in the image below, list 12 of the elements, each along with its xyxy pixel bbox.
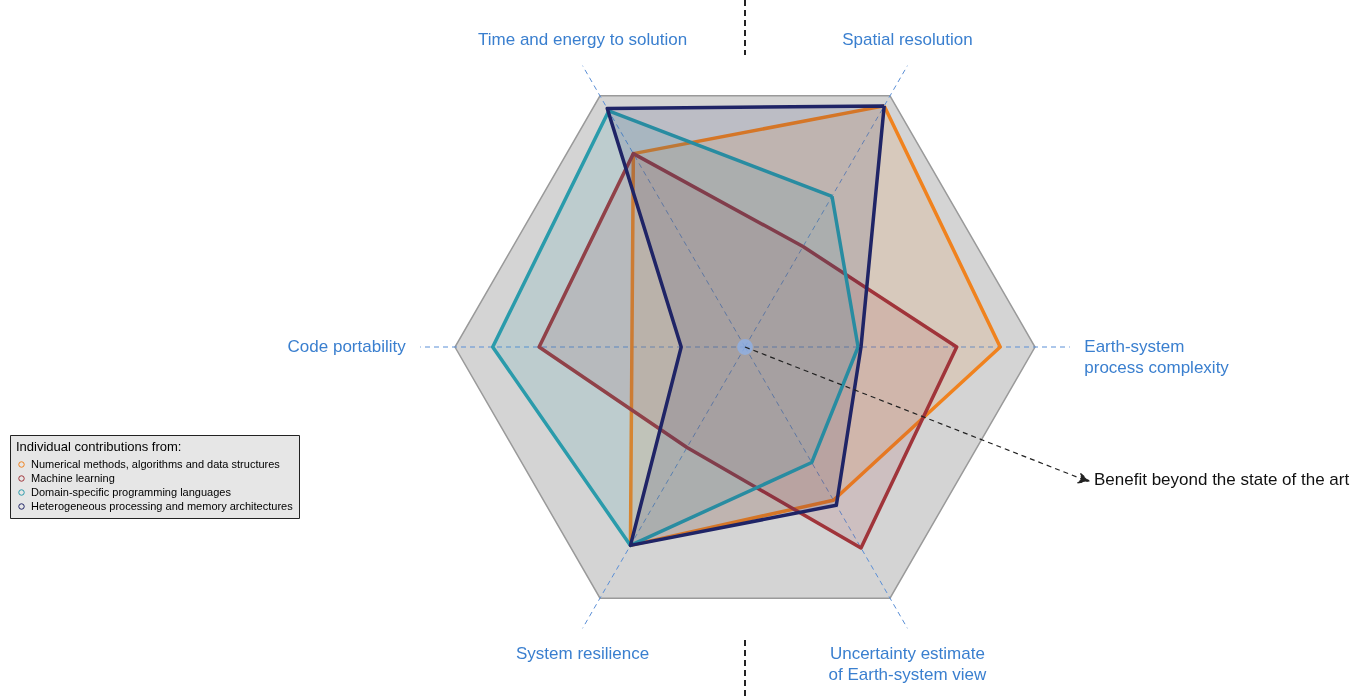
spoke-label: Spatial resolution <box>842 29 973 49</box>
spoke-label: Uncertainty estimate of Earth-system view <box>828 644 988 685</box>
legend-label: Numerical methods, algorithms and data structures <box>31 457 281 470</box>
spoke-label: Code portability <box>287 337 407 356</box>
legend-label: Domain-specific programming languages <box>31 485 232 498</box>
spoke-label: Earth-system process complexity <box>1084 337 1230 377</box>
legend-label: Heterogeneous processing and memory architectures <box>31 499 294 512</box>
spoke-label: Time and energy to solution <box>478 29 688 49</box>
legend-label: Machine learning <box>31 471 115 484</box>
spoke-label: System resilience <box>515 644 650 664</box>
text: Benefit beyond the state of the art <box>1094 470 1350 489</box>
legend-title: Individual contributions from: <box>16 439 182 454</box>
